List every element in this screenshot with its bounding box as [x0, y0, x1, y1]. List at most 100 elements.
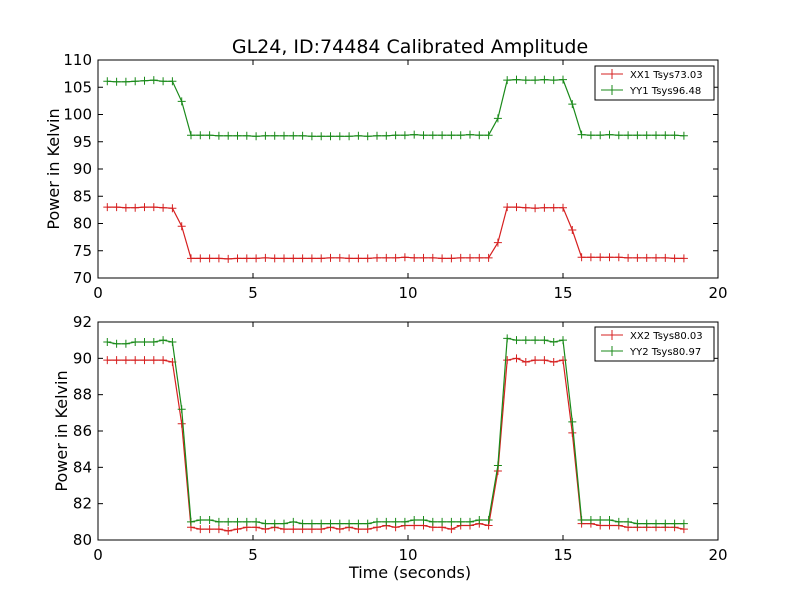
top-series-2-point [298, 131, 307, 140]
bottom-series-2-point [559, 336, 567, 345]
bottom-series-2-point [345, 519, 354, 528]
top-series-2-point [642, 131, 651, 140]
top-series-2-point [670, 131, 679, 140]
bottom-series-2-point [419, 516, 428, 525]
top-series-2-point [112, 77, 121, 86]
top-series-2-point [438, 131, 447, 140]
top-series-1-point [345, 254, 354, 263]
top-series-2-point [466, 130, 474, 139]
bottom-series-1-point [205, 525, 214, 534]
top-series-2-point [345, 132, 354, 141]
top-series-1-point [354, 254, 363, 263]
bottom-series-1-point [568, 428, 577, 437]
bottom-series-2-point [103, 337, 112, 346]
bottom-series-2-point [242, 517, 251, 526]
bottom-series-2-point [261, 519, 270, 528]
top-series-1-point [456, 253, 465, 262]
bottom-series-2-point [633, 519, 642, 528]
top-series-2-point [614, 131, 623, 140]
bottom-series-2-point [326, 519, 335, 528]
top-series-2-point [521, 76, 530, 85]
top-x-tick-label: 5 [248, 284, 258, 302]
top-series-2-point [419, 131, 428, 140]
top-series-1-point [196, 254, 205, 263]
top-series-1-point [289, 254, 298, 263]
top-x-tick-label: 20 [708, 284, 727, 302]
top-series-2-point [624, 131, 633, 140]
top-series-2-point [382, 131, 391, 140]
bottom-series-2-point [205, 516, 214, 525]
bottom-series-2-point [447, 517, 456, 526]
bottom-series-2-point [466, 517, 474, 526]
top-series-2-point [679, 131, 688, 140]
bottom-series-2-point [521, 336, 530, 345]
top-series-1-point [559, 203, 567, 212]
bottom-series-2-point [391, 517, 400, 526]
top-legend: XX1 Tsys73.03 YY1 Tsys96.48 [594, 65, 715, 101]
top-y-tick-label: 110 [63, 51, 92, 69]
bottom-series-1-point [512, 354, 521, 363]
top-series-2-point [410, 130, 419, 139]
bottom-series-1-point [233, 525, 242, 534]
bottom-series-2-point [652, 519, 660, 528]
top-series-1-point [679, 254, 688, 263]
top-series-2-point [400, 131, 409, 140]
top-series-2-point [121, 77, 130, 86]
top-y-tick-label: 90 [73, 160, 92, 178]
bottom-axis-ticks: 0 5 10 15 20 80 82 84 86 88 90 92 [73, 313, 728, 564]
bottom-series-2-point [196, 516, 205, 525]
bottom-series-2-point [577, 516, 586, 525]
top-series-2-point [280, 131, 288, 140]
bottom-series-1-point [121, 356, 130, 365]
top-series-1-point [205, 254, 214, 263]
top-legend-label-1: XX1 Tsys73.03 [630, 70, 703, 81]
top-series-1-point [159, 203, 168, 212]
bottom-series-2-point [475, 516, 484, 525]
bottom-series-1-point [140, 356, 149, 365]
top-series-1-point [252, 254, 261, 263]
bottom-series-2-point [214, 517, 223, 526]
top-y-axis-label: Power in Kelvin [44, 108, 63, 229]
top-series-2-point [363, 132, 372, 141]
bottom-x-tick-label: 15 [553, 546, 572, 564]
bottom-series-2-point [363, 519, 372, 528]
top-series-2-point [633, 131, 642, 140]
bottom-series-2-point [670, 519, 679, 528]
top-series-2-point [373, 131, 381, 140]
top-y-tick-label: 70 [73, 269, 92, 287]
bottom-series-2-point [438, 517, 447, 526]
top-series-1-point [177, 222, 186, 231]
bottom-series-2-point [112, 339, 121, 348]
top-series-2-point [475, 131, 484, 140]
top-series-1-point [577, 253, 586, 262]
bottom-y-tick-label: 88 [73, 386, 92, 404]
top-series-2-point [335, 132, 344, 141]
top-series-1-point [596, 253, 605, 262]
bottom-y-tick-label: 80 [73, 531, 92, 549]
bottom-series-2-point [596, 516, 605, 525]
bottom-y-tick-label: 86 [73, 422, 92, 440]
bottom-series-2-point [298, 519, 307, 528]
bottom-series-1-point [112, 356, 121, 365]
top-series-2-point [605, 130, 614, 139]
bottom-series-1-point [521, 357, 530, 366]
bottom-series-2-point [252, 517, 261, 526]
bottom-series-1-point [503, 356, 512, 365]
bottom-series-2-point [335, 519, 344, 528]
top-series-1-point [103, 203, 112, 212]
top-series-1-point [605, 253, 614, 262]
top-series-1-point [540, 203, 549, 212]
top-series-2-point [447, 131, 456, 140]
top-series-1-point [400, 253, 409, 262]
bottom-series-1-point [289, 525, 298, 534]
top-series-1-point [363, 254, 372, 263]
top-series-2-point [428, 131, 437, 140]
top-series-1-point [261, 253, 270, 262]
bottom-series-2-point [410, 516, 419, 525]
top-legend-box [594, 65, 715, 101]
top-series-2-point [661, 131, 670, 140]
bottom-series-1-point [177, 419, 186, 428]
bottom-series-2-point [679, 519, 688, 528]
top-series-2-point [549, 76, 558, 85]
